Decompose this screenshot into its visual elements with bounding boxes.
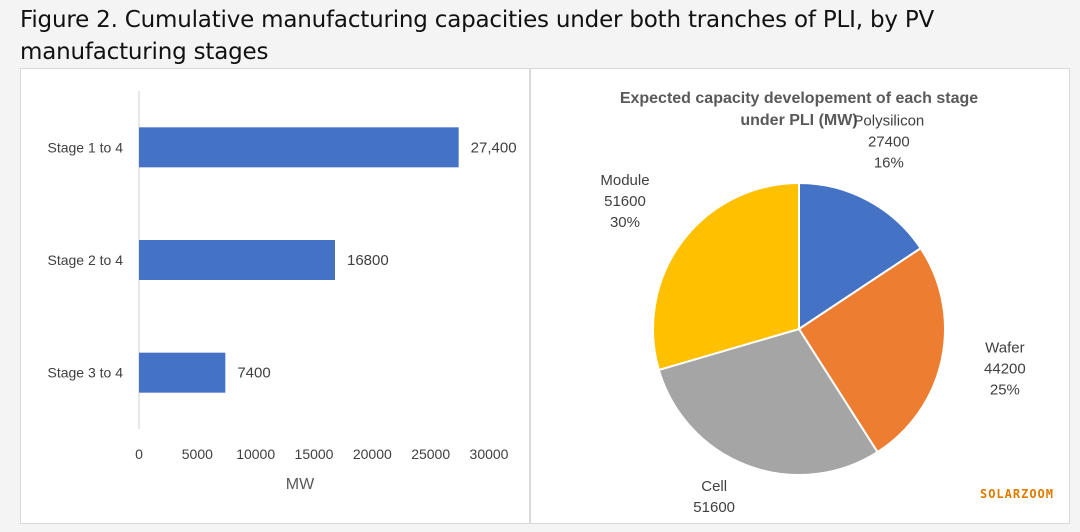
x-tick-label: 25000 [411, 446, 450, 462]
pie-slice-label: Cell 51600 29% [693, 478, 735, 532]
pie-chart-panel: Expected capacity developement of each s… [530, 68, 1070, 532]
slice-name: Polysilicon [853, 113, 924, 130]
slice-value: 27400 [868, 134, 910, 151]
pie-slice-label: Polysilicon 27400 16% [853, 113, 924, 172]
bar-data-label: 16800 [347, 252, 389, 269]
slice-name: Cell [701, 478, 727, 495]
y-tick-label: Stage 3 to 4 [47, 365, 123, 381]
bar-chart: Stage 1 to 4 27,400 Stage 2 to 4 16800 Stage… [47, 91, 517, 493]
pie-slice [798, 181, 923, 331]
slice-value: 51600 [604, 193, 646, 210]
watermark-logo: SOLARZOOM [979, 487, 1054, 501]
slice-percent: 30% [610, 214, 640, 231]
bar [139, 352, 226, 393]
pie-slice-label: Wafer 44200 25% [984, 339, 1026, 398]
slice-percent: 29% [699, 520, 729, 523]
x-tick-label: 15000 [295, 446, 334, 462]
slice-name: Module [600, 172, 649, 189]
pie-title-line-2: under PLI (MW) [740, 112, 857, 129]
y-tick-label: Stage 1 to 4 [47, 139, 123, 155]
bar [139, 127, 459, 168]
pie-slice [657, 327, 879, 476]
bar-data-label: 7400 [237, 365, 270, 382]
x-tick-label: 10000 [236, 446, 275, 462]
slice-value: 44200 [984, 360, 1026, 377]
slice-percent: 16% [874, 155, 904, 172]
pie-slice [652, 181, 800, 372]
x-tick-label: 30000 [470, 446, 509, 462]
y-tick-label: Stage 2 to 4 [47, 252, 123, 268]
x-tick-label: 0 [135, 446, 143, 462]
x-tick-label: 20000 [353, 446, 392, 462]
pie-slice [797, 246, 946, 454]
pie-chart: Expected capacity developement of each s… [600, 90, 1026, 532]
slice-name: Wafer [985, 339, 1024, 356]
x-tick-label: 5000 [182, 446, 213, 462]
bar-chart-panel: Stage 1 to 4 27,400 Stage 2 to 4 16800 Stage… [20, 68, 530, 524]
x-axis-title: MW [286, 476, 315, 493]
figure-title: Figure 2. Cumulative manufacturing capac… [20, 7, 935, 65]
slice-percent: 25% [990, 381, 1020, 398]
slice-value: 51600 [693, 499, 735, 516]
bar [139, 240, 335, 280]
pie-title-line-1: Expected capacity developement of each s… [620, 90, 978, 107]
bar-data-label: 27,400 [471, 139, 517, 156]
pie-slice-label: Module 51600 30% [600, 172, 649, 231]
